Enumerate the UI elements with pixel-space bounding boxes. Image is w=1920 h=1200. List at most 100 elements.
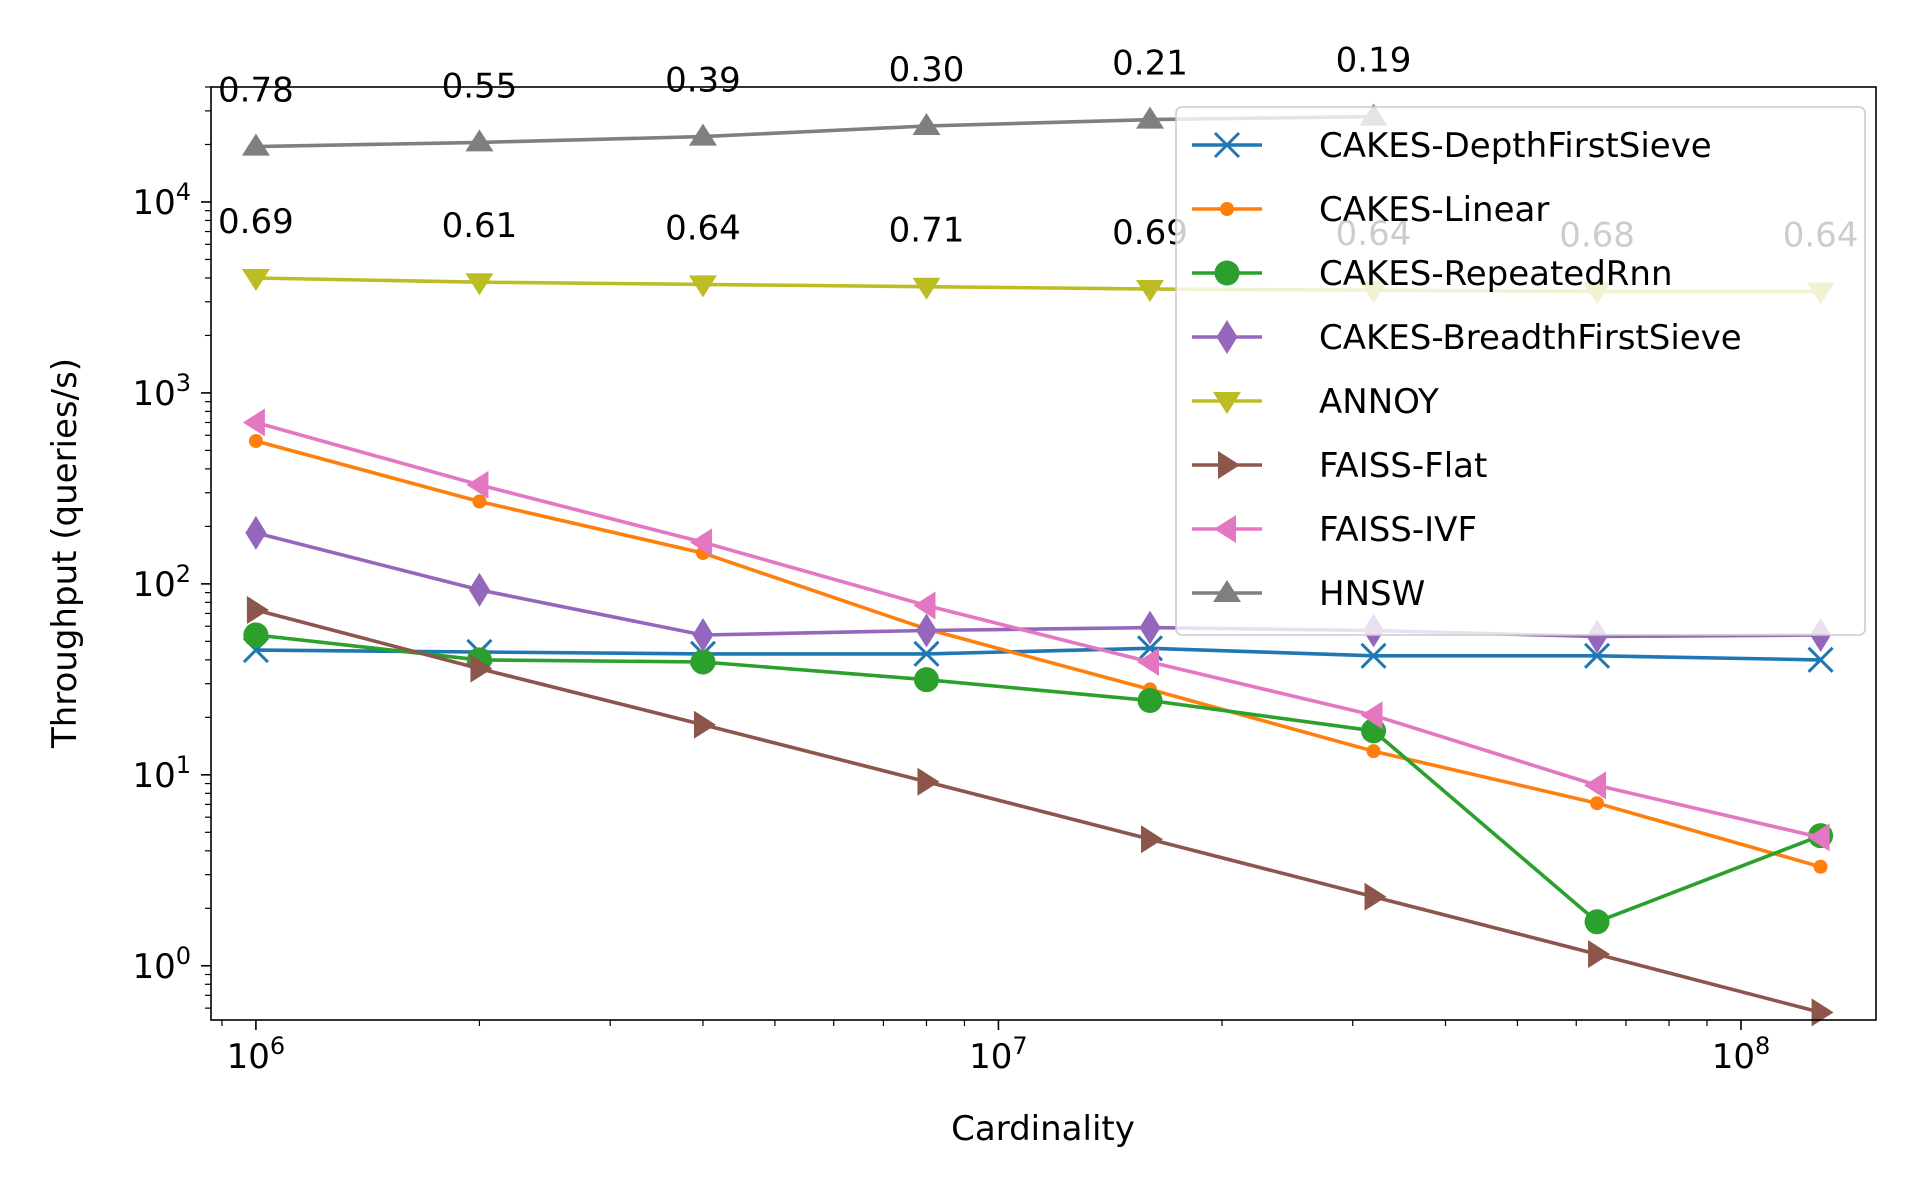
y-tick-label: 102 [132,560,191,605]
legend-marker [1216,320,1238,354]
data-point-annoy [241,268,270,291]
annotation-annoy: 0.71 [889,211,965,251]
legend-item-cakes-breadthfirstsieve: CAKES-BreadthFirstSieve [1192,318,1742,358]
legend-label: CAKES-DepthFirstSieve [1319,126,1712,166]
y-tick-label: 100 [132,942,191,987]
data-point-faiss-flat [1364,882,1387,911]
x-tick-label: 108 [1712,1032,1771,1077]
legend: CAKES-DepthFirstSieve CAKES-Linear CAKES-R… [1175,106,1866,636]
data-point-cakes-repeatedrnn [1584,909,1610,935]
data-point-faiss-flat [1588,940,1611,969]
data-point-faiss-ivf [913,591,936,620]
data-point-faiss-ivf [466,470,489,499]
data-point-faiss-ivf [1807,823,1830,852]
x-tick-label: 107 [969,1032,1028,1077]
y-axis-label: Throughput (queries/s) [45,358,85,749]
legend-item-hnsw: HNSW [1192,574,1425,614]
data-point-faiss-ivf [242,408,265,437]
legend-label: FAISS-Flat [1319,446,1487,486]
x-tick-label: 106 [227,1032,286,1077]
series-line-cakes-repeatedrnn [255,633,1822,924]
legend-label: HNSW [1319,574,1425,614]
legend-marker [1220,202,1234,216]
data-point-faiss-ivf [689,528,712,557]
data-point-cakes-repeatedrnn [1137,688,1163,714]
data-point-cakes-breadthfirstsieve [1139,610,1161,645]
data-point-annoy [912,277,941,300]
y-tick-label: 101 [132,751,191,796]
annotation-hnsw: 0.78 [218,71,294,111]
x-axis: 106 107 108 [221,1020,1771,1077]
plot-frame [210,86,1877,1021]
data-point-hnsw [465,129,494,152]
legend-label: CAKES-BreadthFirstSieve [1319,318,1742,358]
legend-marker [1218,451,1240,479]
data-point-faiss-flat [470,654,493,683]
data-point-faiss-flat [693,710,716,739]
data-point-cakes-linear [1813,859,1828,874]
series-faiss-ivf [242,408,1830,852]
data-point-hnsw [241,133,270,156]
data-point-cakes-breadthfirstsieve [915,613,937,648]
data-point-cakes-breadthfirstsieve [468,572,490,607]
legend-marker [1213,580,1241,602]
data-point-annoy [465,273,494,296]
legend-item-cakes-repeatedrnn: CAKES-RepeatedRnn [1192,254,1673,294]
legend-item-annoy: ANNOY [1192,382,1439,422]
annotation-hnsw: 0.21 [1112,44,1188,84]
data-point-cakes-breadthfirstsieve [692,617,714,652]
data-point-faiss-flat [917,767,940,796]
legend-item-faiss-ivf: FAISS-IVF [1192,510,1477,550]
data-point-faiss-flat [1141,825,1164,854]
series-line-cakes-linear [255,439,1822,869]
y-tick-label: 103 [132,369,191,414]
data-point-faiss-ivf [1360,701,1383,730]
y-tick-label: 104 [132,178,191,223]
data-point-faiss-flat [246,595,269,624]
series-cakes-repeatedrnn [243,622,1834,935]
data-point-cakes-depthfirstsieve [913,640,940,667]
data-point-cakes-breadthfirstsieve [245,515,267,550]
series-line-faiss-flat [255,608,1822,1015]
data-point-cakes-depthfirstsieve [1583,642,1611,669]
annotation-annoy: 0.64 [665,208,741,248]
annotation-annoy: 0.61 [442,206,518,246]
annotation-hnsw: 0.39 [665,61,741,101]
data-point-annoy [1136,280,1165,303]
legend-item-cakes-depthfirstsieve: CAKES-DepthFirstSieve [1192,126,1712,166]
data-point-cakes-repeatedrnn [913,667,939,693]
data-point-cakes-linear [472,494,487,509]
data-point-cakes-repeatedrnn [243,622,269,648]
data-point-cakes-repeatedrnn [690,649,716,675]
legend-label: ANNOY [1319,382,1439,422]
legend-label: CAKES-RepeatedRnn [1319,254,1673,294]
data-point-cakes-depthfirstsieve [1360,642,1387,669]
data-point-faiss-ivf [1137,647,1160,676]
legend-item-cakes-linear: CAKES-Linear [1192,190,1549,230]
annotation-hnsw: 0.30 [889,50,965,90]
data-point-cakes-depthfirstsieve [1807,646,1834,673]
legend-item-faiss-flat: FAISS-Flat [1192,446,1487,486]
series-line-cakes-depthfirstsieve [255,646,1821,662]
annotation-annoy: 0.69 [218,202,294,242]
data-point-faiss-ivf [1584,771,1607,800]
legend-marker [1213,392,1241,414]
x-axis-label: Cardinality [951,1109,1135,1149]
annotation-hnsw: 0.19 [1336,41,1412,81]
data-point-hnsw [1136,106,1165,129]
legend-label: CAKES-Linear [1319,190,1549,230]
data-point-cakes-linear [1590,796,1605,811]
data-point-cakes-linear [1366,744,1381,759]
series-faiss-flat [246,595,1834,1027]
legend-marker [1213,131,1241,159]
series-cakes-depthfirstsieve [242,635,1834,673]
data-point-hnsw [912,112,941,135]
y-axis: 100 101 102 103 104 [132,86,211,1009]
legend-marker [1214,260,1240,286]
data-point-cakes-linear [248,433,263,448]
series-line-faiss-ivf [255,420,1822,840]
data-point-hnsw [688,123,717,146]
data-point-annoy [688,275,717,298]
legend-box [1175,106,1866,636]
